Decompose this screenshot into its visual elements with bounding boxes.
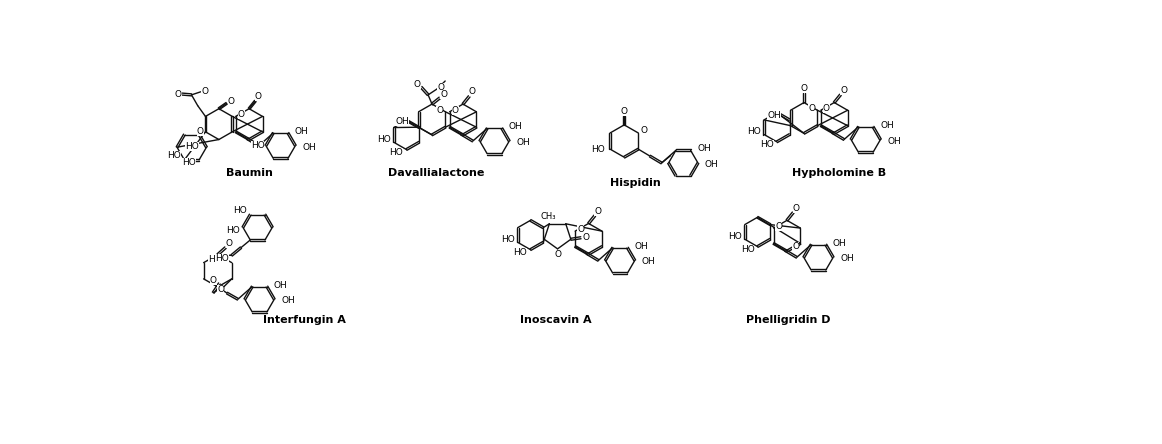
Text: OH: OH	[509, 123, 523, 131]
Text: Hypholomine B: Hypholomine B	[791, 168, 885, 178]
Text: Interfungin A: Interfungin A	[263, 315, 345, 325]
Text: OH: OH	[641, 258, 655, 266]
Text: O: O	[823, 104, 830, 113]
Text: CH₃: CH₃	[540, 212, 557, 221]
Text: OH: OH	[634, 242, 648, 251]
Text: Baumin: Baumin	[227, 168, 273, 178]
Text: HO: HO	[501, 235, 515, 244]
Text: O: O	[209, 276, 216, 285]
Text: HO: HO	[514, 248, 528, 257]
Text: Davallialactone: Davallialactone	[388, 168, 485, 178]
Text: O: O	[792, 203, 799, 213]
Text: OH: OH	[840, 254, 854, 263]
Text: HO: HO	[167, 151, 181, 160]
Text: HO: HO	[234, 206, 248, 214]
Text: OH: OH	[767, 111, 781, 120]
Text: O: O	[640, 126, 647, 135]
Text: Hispidin: Hispidin	[610, 178, 661, 188]
Text: HO: HO	[182, 158, 196, 166]
Text: OH: OH	[281, 296, 295, 305]
Text: O: O	[452, 106, 459, 115]
Text: HO: HO	[215, 254, 229, 262]
Text: OH: OH	[833, 238, 847, 248]
Text: O: O	[437, 106, 444, 115]
Text: O: O	[578, 225, 584, 234]
Text: O: O	[792, 242, 799, 251]
Text: OH: OH	[274, 281, 288, 289]
Text: OH: OH	[697, 144, 711, 153]
Text: HO: HO	[747, 127, 761, 136]
Text: HO: HO	[208, 255, 222, 264]
Text: O: O	[237, 111, 245, 119]
Text: O: O	[594, 206, 602, 216]
Text: O: O	[254, 92, 261, 101]
Text: OH: OH	[302, 143, 316, 152]
Text: HO: HO	[740, 245, 754, 254]
Text: O: O	[228, 97, 235, 106]
Text: OH: OH	[295, 127, 309, 136]
Text: OH: OH	[705, 160, 718, 169]
Text: HO: HO	[727, 232, 741, 241]
Text: HO: HO	[185, 142, 199, 151]
Text: HO: HO	[389, 148, 403, 157]
Text: HO: HO	[591, 145, 604, 154]
Text: O: O	[196, 127, 203, 136]
Text: O: O	[809, 104, 816, 113]
Text: Inoscavin A: Inoscavin A	[521, 315, 591, 325]
Text: HO: HO	[760, 140, 774, 150]
Text: Phelligridin D: Phelligridin D	[746, 315, 831, 325]
Text: O: O	[440, 91, 447, 99]
Text: OH: OH	[888, 137, 902, 146]
Text: HO: HO	[227, 226, 239, 235]
Text: O: O	[554, 250, 561, 259]
Text: O: O	[582, 233, 589, 242]
Text: O: O	[174, 90, 181, 99]
Text: O: O	[201, 87, 208, 95]
Text: O: O	[775, 222, 782, 231]
Text: HO: HO	[251, 141, 265, 150]
Text: O: O	[801, 84, 808, 93]
Text: OH: OH	[880, 121, 894, 130]
Text: O: O	[225, 239, 232, 248]
Text: O: O	[414, 79, 421, 89]
Text: HO: HO	[376, 135, 390, 144]
Text: O: O	[437, 83, 444, 91]
Text: O: O	[468, 87, 475, 96]
Text: O: O	[621, 107, 627, 115]
Text: OH: OH	[516, 138, 530, 147]
Text: O: O	[840, 86, 847, 95]
Text: O: O	[217, 285, 224, 294]
Text: OH: OH	[395, 117, 409, 126]
